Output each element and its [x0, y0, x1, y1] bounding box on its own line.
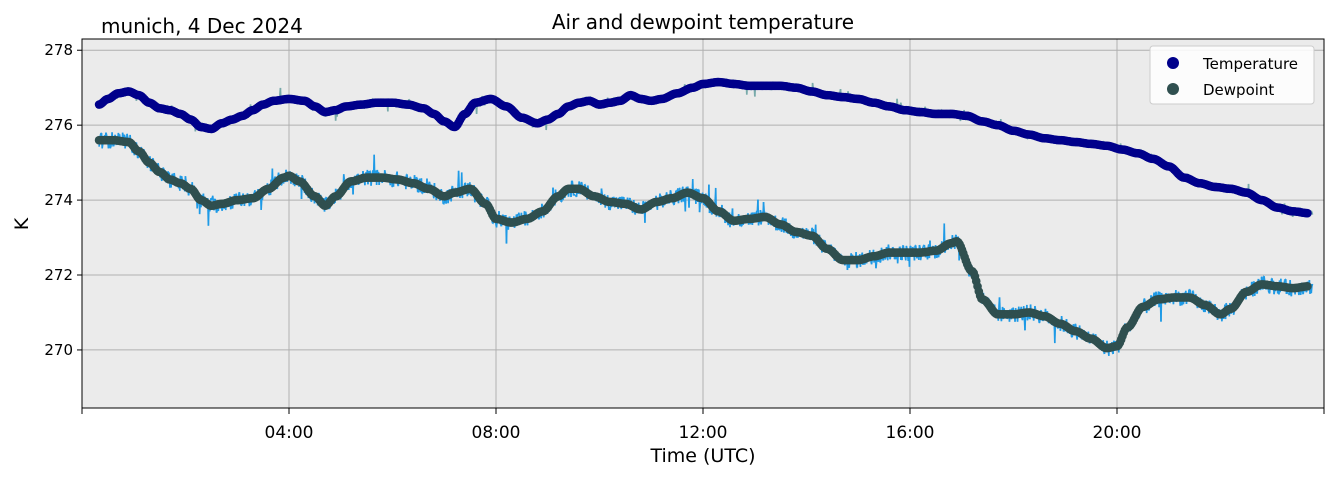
raw-segment-dewpoint — [1225, 302, 1228, 307]
raw-segment-dewpoint — [875, 262, 878, 269]
raw-segment-dewpoint — [578, 181, 581, 185]
raw-segment-dewpoint — [101, 143, 104, 149]
raw-segment-dewpoint — [892, 246, 895, 249]
raw-segment-dewpoint — [669, 190, 672, 193]
raw-segment-dewpoint — [342, 174, 346, 180]
raw-segment-dewpoint — [459, 195, 462, 199]
raw-segment-dewpoint — [187, 193, 190, 196]
raw-segment-temperature — [900, 102, 903, 106]
raw-segment-temperature — [924, 106, 927, 109]
raw-segment-dewpoint — [1273, 290, 1276, 295]
raw-segment-dewpoint — [573, 193, 576, 196]
raw-segment-dewpoint — [899, 246, 901, 248]
raw-segment-dewpoint — [698, 204, 702, 213]
raw-segment-dewpoint — [1038, 321, 1041, 324]
raw-segment-dewpoint — [600, 188, 603, 194]
raw-segment-dewpoint — [109, 146, 112, 149]
raw-segment-dewpoint — [467, 193, 470, 196]
raw-segment-dewpoint — [718, 215, 721, 218]
raw-segment-dewpoint — [936, 255, 939, 259]
raw-segment-dewpoint — [763, 210, 766, 213]
raw-segment-dewpoint — [631, 211, 634, 214]
raw-segment-dewpoint — [301, 174, 304, 178]
raw-segment-dewpoint — [383, 170, 387, 174]
raw-segment-dewpoint — [1287, 292, 1289, 295]
raw-segment-dewpoint — [105, 132, 108, 135]
raw-segment-dewpoint — [107, 145, 110, 149]
raw-segment-dewpoint — [112, 144, 115, 147]
raw-segment-dewpoint — [806, 229, 809, 232]
raw-segment-dewpoint — [580, 181, 583, 186]
raw-segment-dewpoint — [911, 246, 914, 249]
raw-segment-dewpoint — [918, 244, 921, 248]
raw-segment-dewpoint — [126, 133, 129, 137]
raw-segment-dewpoint — [847, 263, 850, 266]
raw-segment-dewpoint — [885, 246, 888, 249]
raw-segment-dewpoint — [1034, 305, 1037, 310]
raw-segment-dewpoint — [443, 202, 445, 205]
raw-segment-temperature — [896, 98, 899, 105]
raw-segment-dewpoint — [796, 236, 800, 239]
raw-segment-dewpoint — [538, 217, 541, 220]
raw-segment-temperature — [408, 98, 411, 101]
raw-segment-dewpoint — [879, 260, 882, 263]
raw-segment-dewpoint — [998, 297, 1001, 313]
raw-segment-dewpoint — [950, 247, 953, 250]
raw-segment-dewpoint — [428, 181, 431, 186]
raw-segment-dewpoint — [249, 203, 252, 206]
raw-segment-dewpoint — [541, 203, 544, 207]
raw-segment-dewpoint — [162, 167, 165, 169]
raw-segment-dewpoint — [1305, 290, 1308, 293]
raw-segment-dewpoint — [1310, 286, 1313, 294]
raw-segment-dewpoint — [634, 212, 637, 215]
raw-segment-dewpoint — [184, 176, 187, 182]
raw-segment-temperature — [1311, 211, 1314, 215]
series-markers — [94, 77, 1312, 353]
raw-segment-dewpoint — [1199, 297, 1202, 300]
raw-segment-dewpoint — [1074, 323, 1077, 326]
raw-segment-dewpoint — [470, 194, 473, 197]
marker-temperature — [1303, 208, 1312, 218]
raw-segment-dewpoint — [1263, 276, 1266, 282]
raw-segment-dewpoint — [584, 183, 586, 186]
raw-segment-dewpoint — [1311, 283, 1314, 287]
raw-segment-dewpoint — [415, 176, 418, 179]
raw-segment-dewpoint — [1062, 330, 1065, 333]
raw-segment-dewpoint — [922, 245, 925, 247]
raw-segment-dewpoint — [1143, 298, 1146, 300]
raw-segment-dewpoint — [240, 204, 243, 207]
raw-segment-dewpoint — [1192, 290, 1194, 292]
raw-segment-dewpoint — [215, 211, 218, 214]
raw-segment-dewpoint — [1259, 288, 1262, 291]
raw-segment-dewpoint — [762, 202, 765, 212]
raw-segment-dewpoint — [884, 257, 887, 260]
raw-segment-dewpoint — [642, 200, 645, 203]
raw-segment-dewpoint — [887, 244, 890, 249]
raw-segment-dewpoint — [409, 176, 412, 179]
raw-segment-dewpoint — [221, 208, 224, 212]
raw-segment-dewpoint — [260, 198, 263, 210]
raw-segment-temperature — [1310, 210, 1313, 213]
raw-segment-dewpoint — [211, 195, 215, 202]
raw-segment-dewpoint — [1169, 301, 1171, 304]
